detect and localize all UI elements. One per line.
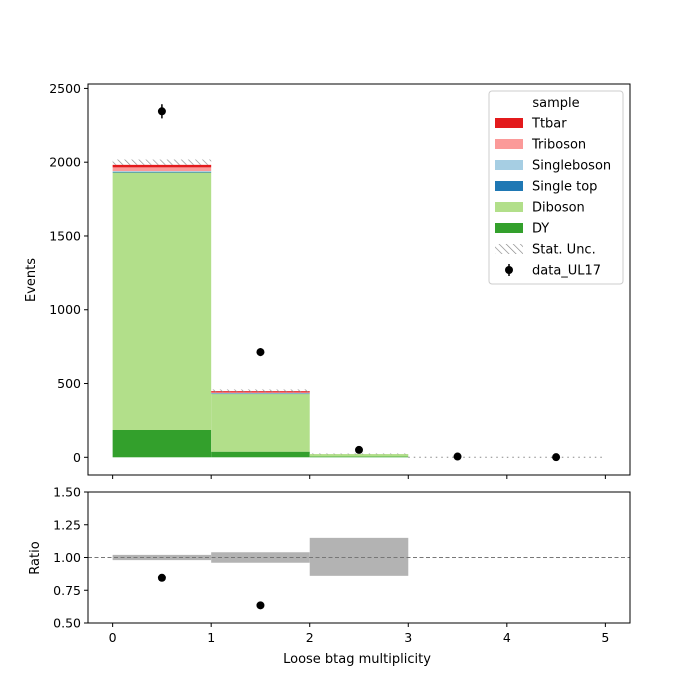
data-marker <box>157 107 166 116</box>
data-point <box>453 452 462 461</box>
y-tick-label: 2500 <box>49 81 81 96</box>
legend-swatch-hatch <box>495 244 523 254</box>
top-panel: 0 500 1000 1500 2000 2500 Events sample Ttbar T… <box>24 81 631 479</box>
legend-label: Ttbar <box>531 117 567 132</box>
ratio-y-tick-label: 1.00 <box>53 550 81 565</box>
x-tick-label: 5 <box>601 630 609 645</box>
ratio-xticks: 0 1 2 3 4 5 <box>109 623 609 645</box>
x-tick-label: 3 <box>404 630 412 645</box>
x-tick-label: 2 <box>306 630 314 645</box>
bar-singleboson-bin-1 <box>211 393 310 394</box>
x-tick-label: 1 <box>207 630 215 645</box>
y-tick-label: 2000 <box>49 155 81 170</box>
bar-triboson-bin-0 <box>112 167 212 172</box>
ratio-y-tick-label: 0.75 <box>53 583 81 598</box>
bar-ttbar-bin-0 <box>112 164 212 168</box>
legend-swatch <box>495 181 523 191</box>
data-point <box>552 453 561 462</box>
bar-diboson-bin-0 <box>112 172 212 430</box>
y-tick-label: 500 <box>57 376 81 391</box>
bar-diboson-bin-1 <box>211 393 310 452</box>
y-tick-label: 0 <box>73 450 81 465</box>
bar-single-top-bin-1 <box>211 393 310 395</box>
bar-dy-bin-0 <box>112 429 212 458</box>
data-marker <box>256 348 265 357</box>
data-point <box>256 348 265 357</box>
ratio-yticks: 0.50 0.75 1.00 1.25 1.50 <box>53 485 88 631</box>
legend-swatch <box>495 160 523 170</box>
legend-entry-dy: DY <box>495 222 549 237</box>
bar-dy-bin-2 <box>309 456 409 458</box>
legend-title: sample <box>532 96 579 111</box>
legend: sample Ttbar Triboson Singleboson Single top… <box>488 90 624 285</box>
ratio-plot-content <box>88 537 630 610</box>
bar-triboson-bin-1 <box>211 392 310 394</box>
legend-entry-ttbar: Ttbar <box>495 117 567 132</box>
bar-dy-bin-1 <box>211 451 310 458</box>
y-tick-label: 1500 <box>49 228 81 243</box>
legend-swatch <box>495 139 523 149</box>
legend-label: DY <box>532 222 549 237</box>
legend-entry-stat-unc-: Stat. Unc. <box>495 243 596 258</box>
bar-diboson-bin-2 <box>309 454 409 457</box>
ratio-y-tick-label: 1.25 <box>53 517 81 532</box>
data-point <box>355 445 363 454</box>
ratio-point <box>157 573 166 582</box>
top-ylabel: Events <box>24 258 39 302</box>
ratio-ylabel: Ratio <box>28 541 43 574</box>
ratio-unc-band-bin-2 <box>309 537 409 576</box>
x-tick-label: 0 <box>109 630 117 645</box>
y-tick-label: 1000 <box>49 302 81 317</box>
legend-label: Single top <box>532 180 597 195</box>
legend-swatch <box>495 223 523 233</box>
legend-entry-singleboson: Singleboson <box>495 159 611 174</box>
top-axes-frame <box>87 83 631 476</box>
top-xticks <box>112 475 606 479</box>
legend-label: Triboson <box>531 138 586 153</box>
legend-swatch <box>495 202 523 212</box>
legend-label: data_UL17 <box>532 264 601 279</box>
legend-entry-triboson: Triboson <box>495 138 586 153</box>
stat-unc-band-bin-1 <box>211 389 310 393</box>
legend-label: Diboson <box>532 201 585 216</box>
x-tick-label: 4 <box>503 630 511 645</box>
ratio-point <box>256 601 265 610</box>
top-yticks: 0 500 1000 1500 2000 2500 <box>49 81 88 465</box>
x-axis-label: Loose btag multiplicity <box>283 652 431 667</box>
legend-swatch <box>495 118 523 128</box>
bar-singleboson-bin-0 <box>112 171 212 172</box>
data-point <box>157 104 166 119</box>
ratio-y-tick-label: 0.50 <box>53 616 81 631</box>
data-marker <box>453 452 462 461</box>
data-marker <box>552 453 561 462</box>
legend-entry-data-ul17: data_UL17 <box>505 264 601 279</box>
data-marker <box>355 445 363 454</box>
legend-entry-diboson: Diboson <box>495 201 585 216</box>
bar-single-top-bin-0 <box>112 171 212 173</box>
legend-label: Stat. Unc. <box>532 243 596 258</box>
legend-label: Singleboson <box>532 159 611 174</box>
ratio-y-tick-label: 1.50 <box>53 485 81 500</box>
legend-entry-single-top: Single top <box>495 180 597 195</box>
legend-swatch-marker <box>505 266 513 274</box>
top-plot-content <box>112 104 606 462</box>
ratio-panel: 0.50 0.75 1.00 1.25 1.50 0 1 2 3 4 5 Ratio Loose … <box>28 485 631 667</box>
stat-unc-band-bin-0 <box>112 159 212 165</box>
